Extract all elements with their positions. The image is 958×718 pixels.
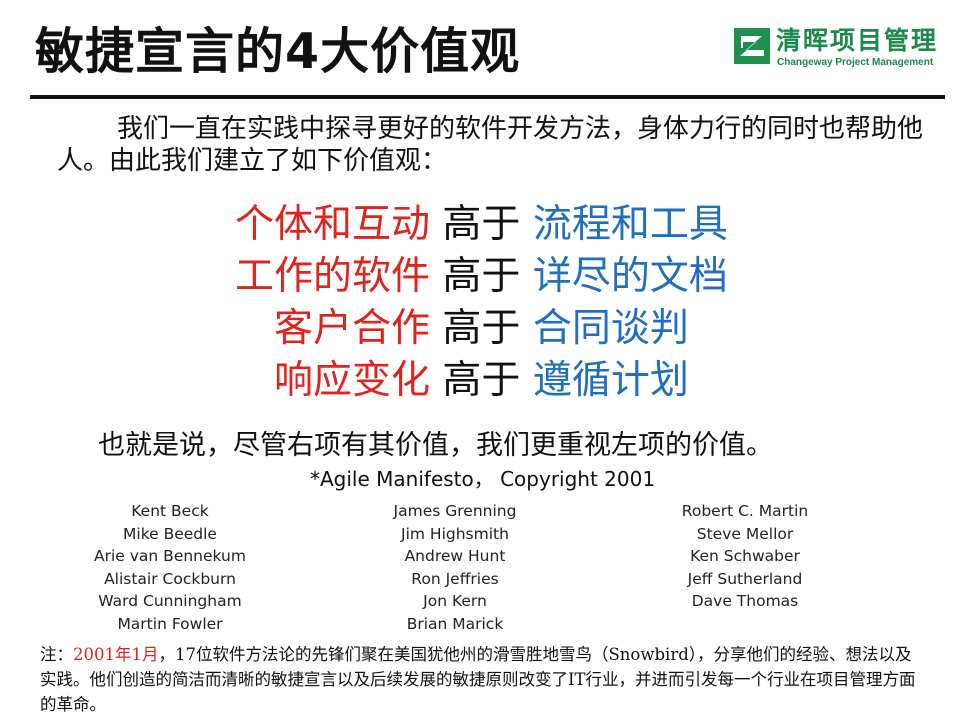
logo-english-text: Changeway Project Management: [777, 57, 934, 68]
signatory-name: Dave Thomas: [691, 592, 799, 610]
footnote-text: ，17位软件方法论的先锋们聚在美国犹他州的滑雪胜地雪鸟（Snowbird），分享…: [40, 645, 916, 714]
signatory-name: Alistair Cockburn: [104, 569, 236, 588]
signatory-name: Arie van Bennekum: [94, 547, 246, 565]
footnote-date: 2001年1月: [73, 645, 159, 664]
signatory-name: Mike Beedle: [123, 524, 217, 543]
signatories-column-2: James Grenning Jim Highsmith Andrew Hunt…: [355, 500, 555, 635]
value-left: 响应变化: [274, 358, 431, 403]
signatories-column-1: Kent Beck Mike Beedle Arie van Bennekum …: [70, 500, 270, 635]
signatory-name: Jeff Sutherland: [687, 569, 803, 588]
value-left: 个体和互动: [235, 202, 431, 247]
value-left: 工作的软件: [235, 254, 431, 299]
signatory-name: James Grenning: [393, 502, 517, 520]
value-left: 客户合作: [274, 306, 431, 351]
value-right: 遵循计划: [532, 358, 689, 403]
value-row: 响应变化 高于 遵循计划: [274, 355, 689, 407]
logo-chinese-text: 清晖项目管理: [776, 26, 939, 55]
value-row: 个体和互动 高于 流程和工具: [235, 199, 728, 251]
signatory-name: Jim Highsmith: [401, 524, 509, 543]
signatory-name: Jon Kern: [423, 592, 487, 610]
title-divider: [30, 95, 945, 99]
value-row: 工作的软件 高于 详尽的文档: [235, 251, 728, 303]
copyright-text: *Agile Manifesto， Copyright 2001: [310, 467, 656, 491]
value-right: 合同谈判: [532, 306, 689, 351]
intro-paragraph: 我们一直在实践中探寻更好的软件开发方法，身体力行的同时也帮助他人。由此我们建立了…: [57, 114, 924, 176]
signatory-name: Brian Marick: [406, 614, 504, 633]
value-over: 高于: [442, 202, 533, 247]
signatory-name: Andrew Hunt: [404, 547, 506, 565]
signatory-name: Robert C. Martin: [681, 502, 809, 520]
signatory-name: Ward Cunningham: [98, 592, 242, 610]
summary-text: 也就是说，尽管右项有其价值，我们更重视左项的价值。: [98, 430, 773, 461]
value-over: 高于: [442, 254, 533, 299]
footnote: 注：2001年1月，17位软件方法论的先锋们聚在美国犹他州的滑雪胜地雪鸟（Sno…: [40, 642, 920, 717]
signatories-column-3: Robert C. Martin Steve Mellor Ken Schwab…: [645, 500, 845, 613]
value-over: 高于: [442, 306, 533, 351]
value-right: 详尽的文档: [532, 254, 728, 299]
value-over: 高于: [442, 358, 533, 403]
signatory-name: Ken Schwaber: [690, 547, 800, 565]
signatory-name: Steve Mellor: [696, 524, 794, 543]
page-title: 敏捷宣言的4大价值观: [35, 23, 521, 80]
changeway-logo-icon: [734, 28, 770, 64]
signatory-name: Ron Jeffries: [411, 569, 499, 588]
value-right: 流程和工具: [532, 202, 728, 247]
company-logo: 清晖项目管理 Changeway Project Management: [730, 26, 945, 74]
value-row: 客户合作 高于 合同谈判: [274, 303, 689, 355]
footnote-prefix: 注：: [40, 645, 73, 664]
signatory-name: Kent Beck: [131, 502, 209, 520]
signatory-name: Martin Fowler: [117, 614, 223, 633]
